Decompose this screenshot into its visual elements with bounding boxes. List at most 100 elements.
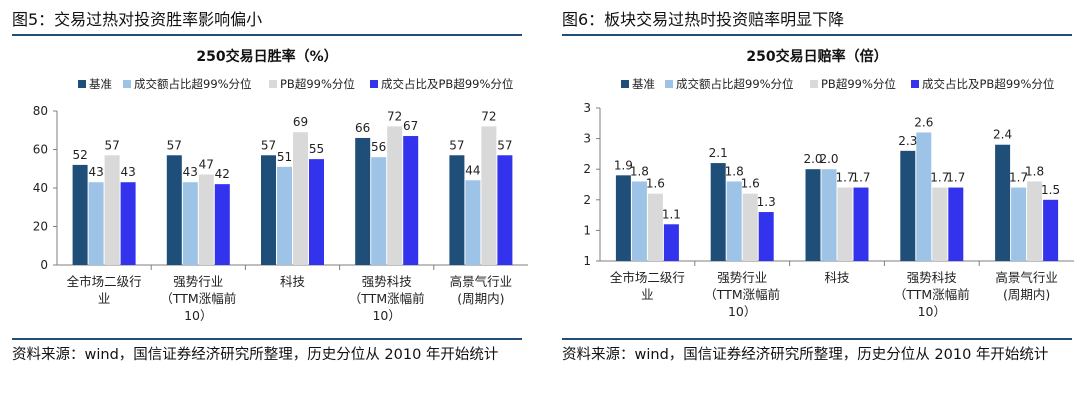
- bar: [182, 182, 198, 265]
- data-label: 55: [309, 142, 324, 156]
- x-tick-label: 业: [641, 287, 654, 302]
- data-label: 1.6: [646, 177, 665, 191]
- data-label: 57: [167, 138, 182, 152]
- legend-label: 基准: [632, 77, 655, 91]
- x-tick-label: 全市场二级行: [610, 270, 685, 285]
- x-tick-label: 高景气行业: [995, 270, 1058, 285]
- legend-label: 基准: [89, 77, 112, 91]
- data-label: 42: [215, 167, 230, 181]
- data-label: 1.8: [630, 164, 649, 178]
- bar: [663, 224, 679, 261]
- data-label: 72: [387, 109, 402, 123]
- x-tick-label: 10）: [372, 308, 400, 323]
- data-label: 1.7: [930, 171, 949, 185]
- bar: [481, 126, 497, 266]
- data-label: 1.1: [662, 207, 681, 221]
- legend-swatch: [911, 80, 919, 88]
- bar: [726, 181, 742, 261]
- data-label: 57: [261, 138, 276, 152]
- chart-title: 250交易日赔率（倍）: [746, 48, 887, 65]
- bar: [309, 159, 324, 265]
- bar: [900, 150, 916, 261]
- bar: [1043, 199, 1059, 261]
- bar: [1027, 181, 1043, 261]
- data-label: 67: [403, 119, 418, 133]
- y-tick-label: 2: [583, 193, 591, 207]
- data-label: 43: [183, 165, 198, 179]
- bar: [387, 126, 403, 266]
- title-rule: [562, 34, 1072, 36]
- bar: [837, 187, 853, 261]
- bar: [916, 132, 932, 261]
- data-label: 2.1: [709, 146, 728, 160]
- data-label: 1.9: [614, 158, 633, 172]
- data-label: 57: [449, 138, 464, 152]
- x-tick-label: 10）: [918, 304, 946, 319]
- legend-label: 成交占比及PB超99%分位: [381, 77, 513, 91]
- bar: [758, 212, 774, 261]
- x-tick-label: 全市场二级行: [67, 274, 142, 289]
- data-label: 69: [293, 115, 308, 129]
- figure-title: 图6：板块交易过热时投资赔率明显下降: [562, 10, 845, 29]
- legend-swatch: [810, 80, 818, 88]
- bar: [821, 169, 837, 261]
- x-tick-label: 10）: [184, 308, 212, 323]
- x-tick-label: 业: [98, 291, 111, 306]
- figure-title: 图5：交易过热对投资胜率影响偏小: [12, 10, 263, 29]
- data-label: 57: [104, 138, 119, 152]
- data-label: 43: [120, 165, 135, 179]
- legend-label: 成交额占比超99%分位: [676, 77, 794, 91]
- data-label: 52: [72, 148, 87, 162]
- x-tick-label: 科技: [824, 270, 850, 285]
- data-label: 43: [88, 165, 103, 179]
- chart-title: 250交易日胜率（%）: [196, 48, 337, 65]
- odds-bar-chart: 250交易日赔率（倍） 基准 成交额占比超99%分位 PB超99%分位 成交占比及PB超…: [583, 48, 1074, 319]
- x-tick-label: 强势行业: [717, 270, 767, 285]
- legend-label: 成交额占比超99%分位: [134, 77, 252, 91]
- y-tick-label: 20: [33, 220, 48, 234]
- source-rule: [562, 338, 1072, 340]
- bar: [88, 182, 104, 265]
- bar: [104, 155, 120, 265]
- bar: [166, 155, 182, 265]
- bar: [805, 169, 821, 261]
- data-label: 66: [355, 121, 370, 135]
- y-tick-label: 1: [583, 254, 591, 268]
- bar: [214, 184, 230, 265]
- data-label: 2.0: [803, 152, 822, 166]
- legend-label: 成交占比及PB超99%分位: [922, 77, 1054, 91]
- data-label: 56: [371, 140, 386, 154]
- bar: [261, 155, 276, 265]
- data-label: 1.8: [1025, 164, 1044, 178]
- legend-label: PB超99%分位: [280, 77, 355, 91]
- data-label: 1.8: [725, 164, 744, 178]
- bar: [1011, 187, 1027, 261]
- data-label: 1.7: [835, 171, 854, 185]
- legend-swatch: [665, 80, 673, 88]
- legend-swatch: [621, 80, 629, 88]
- source-rule: [12, 338, 522, 340]
- bar: [198, 174, 214, 265]
- data-label: 1.5: [1041, 183, 1060, 197]
- y-tick-label: 3: [583, 132, 591, 146]
- x-tick-label: （TTM涨幅前: [894, 287, 970, 302]
- x-tick-label: (周期内): [1003, 287, 1050, 302]
- data-label: 1.7: [946, 171, 965, 185]
- x-tick-label: （TTM涨幅前: [160, 291, 236, 306]
- bar: [403, 136, 419, 265]
- chart-panel-win-rate: 图5：交易过热对投资胜率影响偏小 250交易日胜率（%） 基准 成交额占比超99%分…: [12, 0, 528, 403]
- legend-label: PB超99%分位: [821, 77, 896, 91]
- y-tick-label: 3: [583, 101, 591, 115]
- data-label: 72: [481, 109, 496, 123]
- bar: [932, 187, 948, 261]
- legend-swatch: [269, 80, 277, 88]
- x-tick-label: 强势行业: [173, 274, 223, 289]
- win-rate-bar-chart: 250交易日胜率（%） 基准 成交额占比超99%分位 PB超99%分位 成交占比及PB超…: [33, 48, 528, 323]
- bar: [948, 187, 964, 261]
- bar: [647, 193, 663, 261]
- bar: [631, 181, 647, 261]
- bar: [72, 164, 88, 265]
- y-tick-label: 60: [33, 143, 48, 157]
- data-label: 47: [199, 158, 214, 172]
- chart-panel-odds: 图6：板块交易过热时投资赔率明显下降 250交易日赔率（倍） 基准 成交额占比超99…: [562, 0, 1074, 403]
